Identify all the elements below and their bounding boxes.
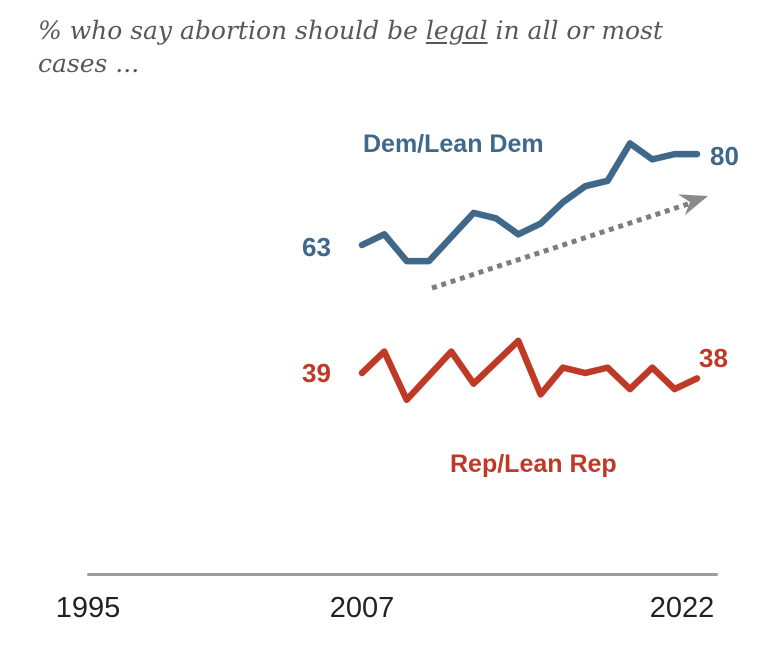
x-axis-line xyxy=(87,573,718,576)
x-tick-2007: 2007 xyxy=(329,592,395,624)
title-segment: cases ... xyxy=(38,49,140,78)
dem-series-label: Dem/Lean Dem xyxy=(363,130,544,158)
dem-end-value-label: 80 xyxy=(710,141,739,171)
dem-start-value-label: 63 xyxy=(302,232,331,262)
rep-series-label: Rep/Lean Rep xyxy=(450,450,617,478)
dem-trend-line xyxy=(358,140,701,265)
title-segment: % who say abortion should be xyxy=(38,16,426,45)
rep-trend-line xyxy=(358,337,701,404)
x-tick-1995: 1995 xyxy=(55,592,121,624)
title-segment: in all or most xyxy=(487,16,663,45)
rep-end-value-label: 38 xyxy=(699,343,728,373)
x-tick-2022: 2022 xyxy=(649,592,715,624)
chart-title: % who say abortion should be legal in al… xyxy=(38,14,718,80)
trend-arrow-head xyxy=(677,194,708,216)
rep-start-value-label: 39 xyxy=(302,358,331,388)
title-underlined-word: legal xyxy=(425,16,488,45)
